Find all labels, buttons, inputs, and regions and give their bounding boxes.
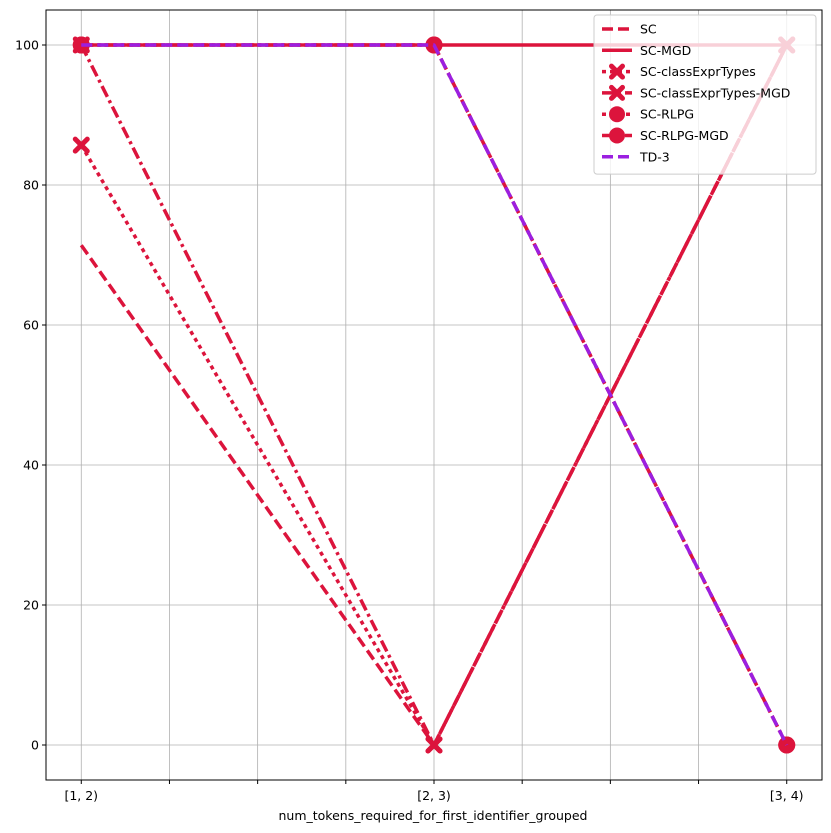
- x-tick-label: [3, 4): [770, 788, 804, 803]
- legend-box: [593, 14, 817, 175]
- legend-label: TD-3: [639, 149, 670, 164]
- legend-label: SC-classExprTypes-MGD: [640, 85, 790, 100]
- x-tick-label: [2, 3): [417, 788, 451, 803]
- legend: SC SC-MGD SC-classExprTypes SC-classExprTyp…: [593, 14, 817, 175]
- legend-label: SC-RLPG: [640, 107, 694, 122]
- legend-label: SC-RLPG-MGD: [640, 128, 729, 143]
- series-point-x: [425, 736, 443, 754]
- series-layer: [72, 36, 796, 754]
- y-tick-label: 40: [23, 458, 39, 473]
- y-tick-label: 100: [15, 38, 39, 53]
- x-axis-title: num_tokens_required_for_first_identifier…: [278, 808, 587, 823]
- x-marker-stroke: [72, 136, 90, 154]
- series-point-x: [72, 136, 90, 154]
- legend-label: SC-MGD: [640, 43, 691, 58]
- legend-label: SC-classExprTypes: [640, 64, 756, 79]
- legend-marker-circle: [609, 127, 625, 144]
- y-tick-label: 20: [23, 598, 39, 613]
- y-tick-label: 0: [31, 738, 39, 753]
- x-marker-stroke: [425, 736, 443, 754]
- legend-marker-circle: [609, 106, 625, 123]
- y-tick-label: 80: [23, 178, 39, 193]
- legend-marker-x: [609, 84, 625, 101]
- series-line-6: [81, 43, 789, 746]
- y-tick-label: 60: [23, 318, 39, 333]
- legend-label: SC: [640, 22, 657, 37]
- grid-layer: [46, 10, 822, 780]
- axes-layer: 0 20 40 60 80 100 [1, 2) [2, 3) [3, 4): [15, 9, 823, 803]
- x-tick-label: [1, 2): [64, 788, 98, 803]
- legend-marker-x: [609, 63, 625, 80]
